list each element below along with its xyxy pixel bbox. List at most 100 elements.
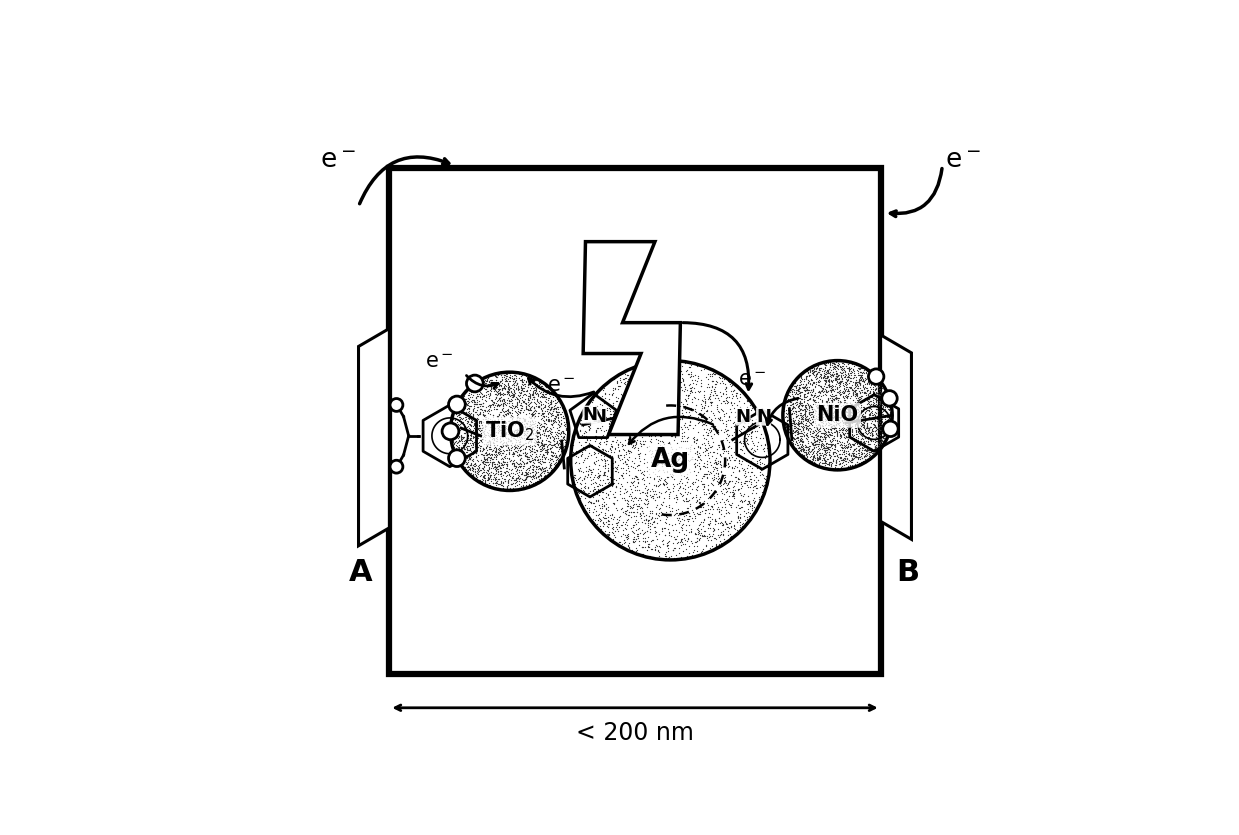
Point [823, 398, 843, 412]
Point [543, 420, 563, 433]
Point [518, 378, 538, 392]
Point [555, 440, 575, 453]
Point [833, 359, 852, 372]
Point [472, 444, 492, 458]
Point [538, 428, 558, 442]
Point [794, 448, 814, 461]
Point [802, 406, 821, 419]
Point [621, 476, 641, 489]
Point [536, 432, 556, 445]
Point [841, 412, 861, 425]
Point [494, 465, 514, 478]
Point [694, 524, 714, 538]
Point [700, 503, 720, 516]
Point [729, 464, 748, 478]
Point [517, 397, 536, 410]
Point [515, 367, 535, 381]
Point [808, 366, 828, 379]
Point [642, 446, 662, 459]
Point [736, 431, 756, 444]
Point [642, 504, 662, 518]
Point [819, 430, 839, 443]
Point [618, 459, 638, 473]
Point [584, 412, 603, 426]
Point [681, 381, 701, 394]
Point [797, 426, 817, 439]
Point [621, 476, 641, 489]
Point [540, 458, 560, 472]
Point [551, 407, 571, 420]
Point [733, 504, 753, 518]
Point [545, 459, 565, 473]
Point [624, 441, 644, 454]
Point [642, 444, 662, 458]
Point [695, 529, 715, 542]
Point [794, 406, 814, 419]
Point [869, 390, 888, 403]
Point [520, 397, 540, 410]
Point [860, 381, 880, 394]
Point [451, 405, 471, 418]
Point [504, 378, 524, 392]
Point [482, 381, 502, 394]
Point [850, 370, 870, 383]
Point [850, 377, 870, 390]
Point [814, 442, 834, 455]
Point [694, 423, 714, 436]
Point [722, 485, 742, 498]
Point [658, 471, 678, 484]
Point [541, 466, 561, 479]
Point [447, 436, 467, 449]
Point [705, 453, 725, 467]
Point [613, 438, 633, 452]
Point [864, 447, 883, 460]
Point [689, 446, 709, 459]
Point [829, 435, 849, 448]
Point [549, 418, 569, 432]
Point [798, 443, 818, 457]
Point [869, 420, 888, 433]
Point [683, 536, 703, 549]
Point [539, 461, 559, 474]
Point [851, 417, 871, 430]
Point [646, 443, 665, 457]
Point [828, 428, 847, 442]
Point [534, 467, 554, 480]
Point [835, 377, 855, 391]
Point [642, 376, 662, 389]
Point [700, 441, 720, 454]
Point [793, 423, 813, 436]
Point [653, 537, 673, 550]
Point [741, 472, 761, 485]
Point [860, 403, 880, 417]
Point [823, 418, 843, 432]
Point [852, 361, 872, 374]
Point [830, 387, 850, 400]
Point [701, 423, 721, 437]
Point [851, 404, 871, 418]
Point [499, 396, 519, 409]
Point [520, 418, 540, 432]
Point [608, 448, 628, 462]
Point [792, 410, 812, 423]
Point [612, 537, 632, 550]
Point [569, 456, 589, 469]
Point [628, 476, 648, 489]
Point [849, 427, 869, 440]
Point [475, 471, 494, 484]
Point [465, 418, 484, 432]
Point [512, 385, 532, 398]
Point [685, 527, 705, 540]
Point [629, 538, 649, 551]
Point [613, 417, 633, 430]
Point [808, 402, 828, 415]
Point [752, 478, 772, 492]
Point [735, 416, 755, 429]
Point [804, 408, 824, 422]
Point [602, 468, 622, 481]
Point [510, 425, 530, 438]
Point [590, 488, 610, 501]
Point [525, 419, 545, 433]
Point [830, 452, 850, 465]
Point [479, 414, 499, 428]
